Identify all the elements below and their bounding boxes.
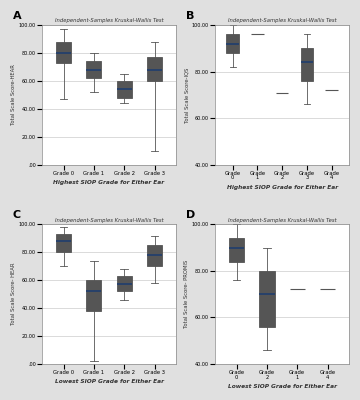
X-axis label: Lowest SIOP Grade for Either Ear: Lowest SIOP Grade for Either Ear bbox=[228, 384, 337, 389]
PathPatch shape bbox=[226, 34, 239, 53]
Text: C: C bbox=[13, 210, 21, 220]
X-axis label: Lowest SIOP Grade for Either Ear: Lowest SIOP Grade for Either Ear bbox=[55, 379, 163, 384]
PathPatch shape bbox=[117, 276, 132, 291]
PathPatch shape bbox=[229, 238, 244, 262]
Text: D: D bbox=[186, 210, 195, 220]
Y-axis label: Total Scale Score-HEAR: Total Scale Score-HEAR bbox=[11, 64, 16, 125]
PathPatch shape bbox=[86, 280, 102, 311]
PathPatch shape bbox=[259, 271, 275, 327]
PathPatch shape bbox=[56, 234, 71, 252]
Text: B: B bbox=[186, 11, 194, 21]
PathPatch shape bbox=[147, 245, 162, 266]
Y-axis label: Total Scale Score- HEAR: Total Scale Score- HEAR bbox=[11, 263, 16, 325]
Title: Independent-Samples Kruskal-Wallis Test: Independent-Samples Kruskal-Wallis Test bbox=[55, 18, 163, 23]
X-axis label: Highest SIOP Grade for Either Ear: Highest SIOP Grade for Either Ear bbox=[54, 180, 165, 185]
Y-axis label: Total Scale Score-IQS: Total Scale Score-IQS bbox=[184, 67, 189, 122]
X-axis label: Highest SIOP Grade for Either Ear: Highest SIOP Grade for Either Ear bbox=[226, 184, 338, 190]
PathPatch shape bbox=[117, 81, 132, 98]
PathPatch shape bbox=[147, 57, 162, 81]
Title: Independent-Samples Kruskal-Wallis Test: Independent-Samples Kruskal-Wallis Test bbox=[55, 218, 163, 223]
Title: Independent-Samples Kruskal-Wallis Test: Independent-Samples Kruskal-Wallis Test bbox=[228, 18, 336, 23]
Title: Independent-Samples Kruskal-Wallis Test: Independent-Samples Kruskal-Wallis Test bbox=[228, 218, 336, 223]
PathPatch shape bbox=[56, 42, 71, 63]
Y-axis label: Total Scale Score- PROMIS: Total Scale Score- PROMIS bbox=[184, 260, 189, 328]
Text: A: A bbox=[13, 11, 22, 21]
PathPatch shape bbox=[86, 61, 102, 78]
PathPatch shape bbox=[301, 48, 313, 81]
